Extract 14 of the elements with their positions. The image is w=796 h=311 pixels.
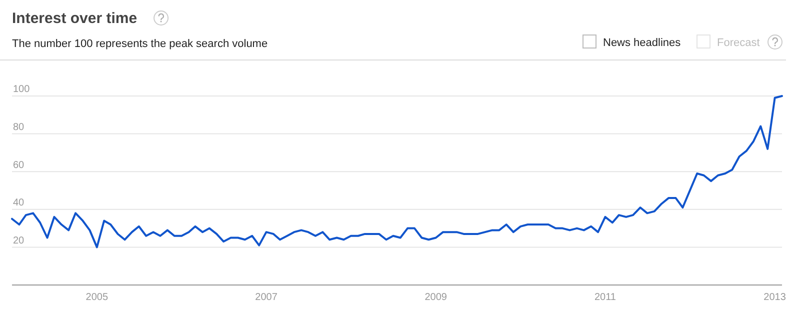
y-tick-label: 60 — [13, 160, 25, 171]
y-tick-label: 40 — [13, 198, 25, 209]
x-tick-label: 2011 — [594, 292, 616, 304]
y-tick-label: 100 — [13, 84, 30, 96]
x-tick-label: 2005 — [86, 292, 108, 304]
x-tick-label: 2009 — [424, 292, 448, 304]
chart-title: Interest over time — [12, 10, 138, 27]
x-tick-label: 2007 — [255, 292, 278, 304]
text: News headlines — [603, 37, 682, 49]
y-tick-label: 80 — [13, 122, 25, 133]
chart-subtitle: The number 100 represents the peak search volume — [12, 38, 268, 50]
text: Forecast — [717, 37, 760, 49]
y-tick-label: 20 — [13, 235, 25, 246]
x-tick-label: 2013 — [764, 292, 786, 304]
